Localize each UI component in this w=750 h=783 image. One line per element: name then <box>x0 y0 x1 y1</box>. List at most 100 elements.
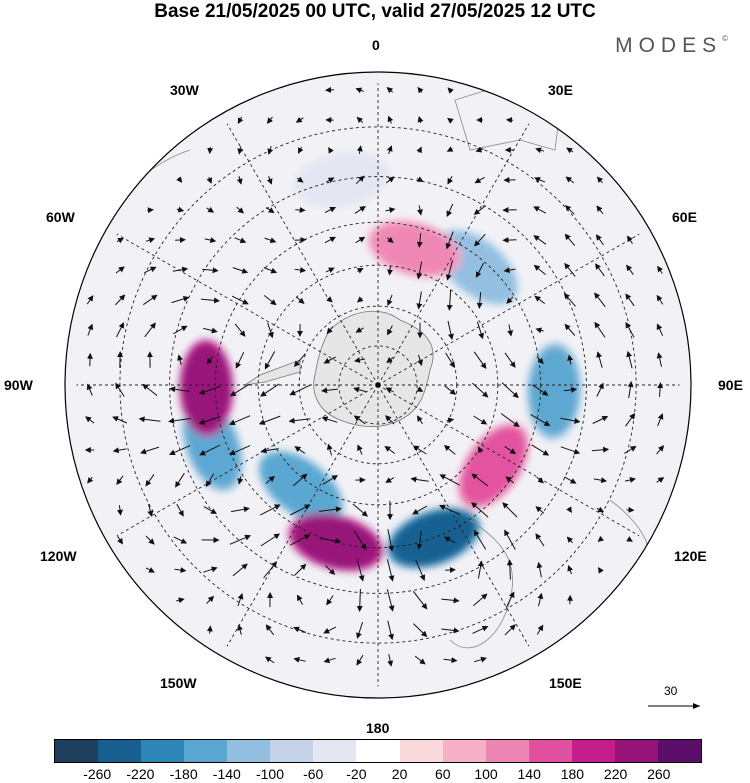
colorbar-swatch <box>270 740 314 762</box>
colorbar-swatch <box>227 740 271 762</box>
wind-arrow <box>386 589 395 612</box>
wind-arrow <box>597 566 604 574</box>
wind-arrow <box>295 206 306 213</box>
wind-arrow <box>145 567 155 573</box>
wind-arrow <box>326 443 333 456</box>
wind-arrow <box>203 506 217 514</box>
lon-label-150e: 150E <box>549 675 582 691</box>
wind-arrow <box>385 387 394 394</box>
wind-arrow <box>501 382 519 399</box>
wind-arrow <box>563 386 578 393</box>
wind-arrow <box>237 624 243 635</box>
wind-arrow <box>593 477 608 484</box>
colorbar-tick-label: -140 <box>212 766 241 782</box>
wind-arrow <box>203 327 218 334</box>
colorbar-swatch <box>528 740 572 762</box>
wind-arrow <box>228 445 251 456</box>
wind-arrow <box>473 529 487 550</box>
wind-arrow <box>537 592 544 607</box>
colorbar-swatch <box>313 740 357 762</box>
wind-arrow <box>534 177 546 183</box>
wind-arrow <box>415 559 426 582</box>
wind-arrow <box>596 205 604 215</box>
wind-arrow <box>174 567 187 574</box>
wind-arrow <box>445 352 455 368</box>
wind-arrow <box>265 206 275 214</box>
wind-arrow <box>447 176 453 185</box>
wind-arrow <box>535 506 545 514</box>
colorbar-swatch <box>55 740 99 762</box>
wind-arrow <box>138 416 161 423</box>
wind-arrow <box>412 590 428 610</box>
wind-arrow <box>200 297 220 304</box>
colorbar-tick-label: 260 <box>647 766 671 782</box>
wind-arrow <box>353 415 366 425</box>
wind-arrow <box>627 381 634 399</box>
wind-arrow <box>596 506 605 513</box>
colorbar-swatch <box>442 740 486 762</box>
meridian-line <box>377 123 530 386</box>
wind-arrow <box>143 294 158 306</box>
wind-arrow <box>473 205 486 215</box>
wind-arrow <box>87 476 94 484</box>
wind-arrow <box>416 233 423 248</box>
wind-arrow <box>595 263 605 277</box>
wind-arrow <box>594 292 606 308</box>
wind-arrow <box>173 325 188 335</box>
wind-arrow <box>115 382 125 397</box>
wind-arrow <box>198 385 221 395</box>
wind-arrow <box>204 237 217 244</box>
wind-arrow <box>203 566 218 573</box>
wind-arrow <box>321 416 338 423</box>
wind-arrow <box>475 262 485 278</box>
wind-arrow <box>506 559 513 580</box>
wind-arrow <box>385 207 396 214</box>
wind-arrow <box>596 382 604 397</box>
wind-arrow <box>117 505 123 516</box>
wind-arrow <box>295 116 304 123</box>
wind-arrow <box>625 321 635 338</box>
wind-arrow <box>387 325 393 336</box>
wind-arrow <box>266 116 273 124</box>
wind-arrow <box>258 415 281 425</box>
wind-arrow <box>625 412 636 427</box>
wind-arrow <box>471 382 489 398</box>
colorbar-tick-label: 220 <box>603 766 628 782</box>
anomaly-contour <box>528 347 580 436</box>
wind-arrow <box>533 206 547 214</box>
wind-arrow <box>323 356 336 364</box>
wind-arrow <box>323 657 336 664</box>
wind-arrow <box>237 593 244 607</box>
wind-arrow <box>624 445 637 454</box>
anomaly-contour <box>298 153 386 206</box>
wind-arrow <box>566 506 572 514</box>
wind-arrow <box>387 620 394 641</box>
wind-arrow <box>536 624 544 635</box>
vector-scale-arrow <box>648 703 700 709</box>
wind-arrow <box>625 293 635 307</box>
colorbar-swatch <box>356 740 400 762</box>
wind-arrow <box>386 236 394 244</box>
wind-arrow <box>536 476 544 484</box>
colorbar-swatch <box>98 740 142 762</box>
colorbar-swatch <box>399 740 443 762</box>
wind-arrow <box>267 322 274 339</box>
wind-arrow <box>176 597 185 604</box>
wind-arrow <box>234 237 247 244</box>
wind-arrow <box>564 204 575 215</box>
wind-arrow <box>288 417 311 424</box>
lon-label-90w: 90W <box>4 377 33 393</box>
wind-arrow <box>474 176 485 184</box>
wind-arrow <box>85 416 95 424</box>
wind-arrow <box>353 386 367 393</box>
wind-arrow <box>446 203 454 218</box>
wind-arrow <box>626 235 633 244</box>
wind-arrow <box>293 626 307 633</box>
wind-arrow <box>292 473 308 487</box>
colorbar-tick-label: -220 <box>126 766 155 782</box>
wind-arrow <box>472 625 489 634</box>
wind-arrow <box>294 563 307 576</box>
wind-arrow <box>596 176 604 184</box>
wind-arrow <box>357 444 363 455</box>
wind-arrow <box>504 624 516 636</box>
